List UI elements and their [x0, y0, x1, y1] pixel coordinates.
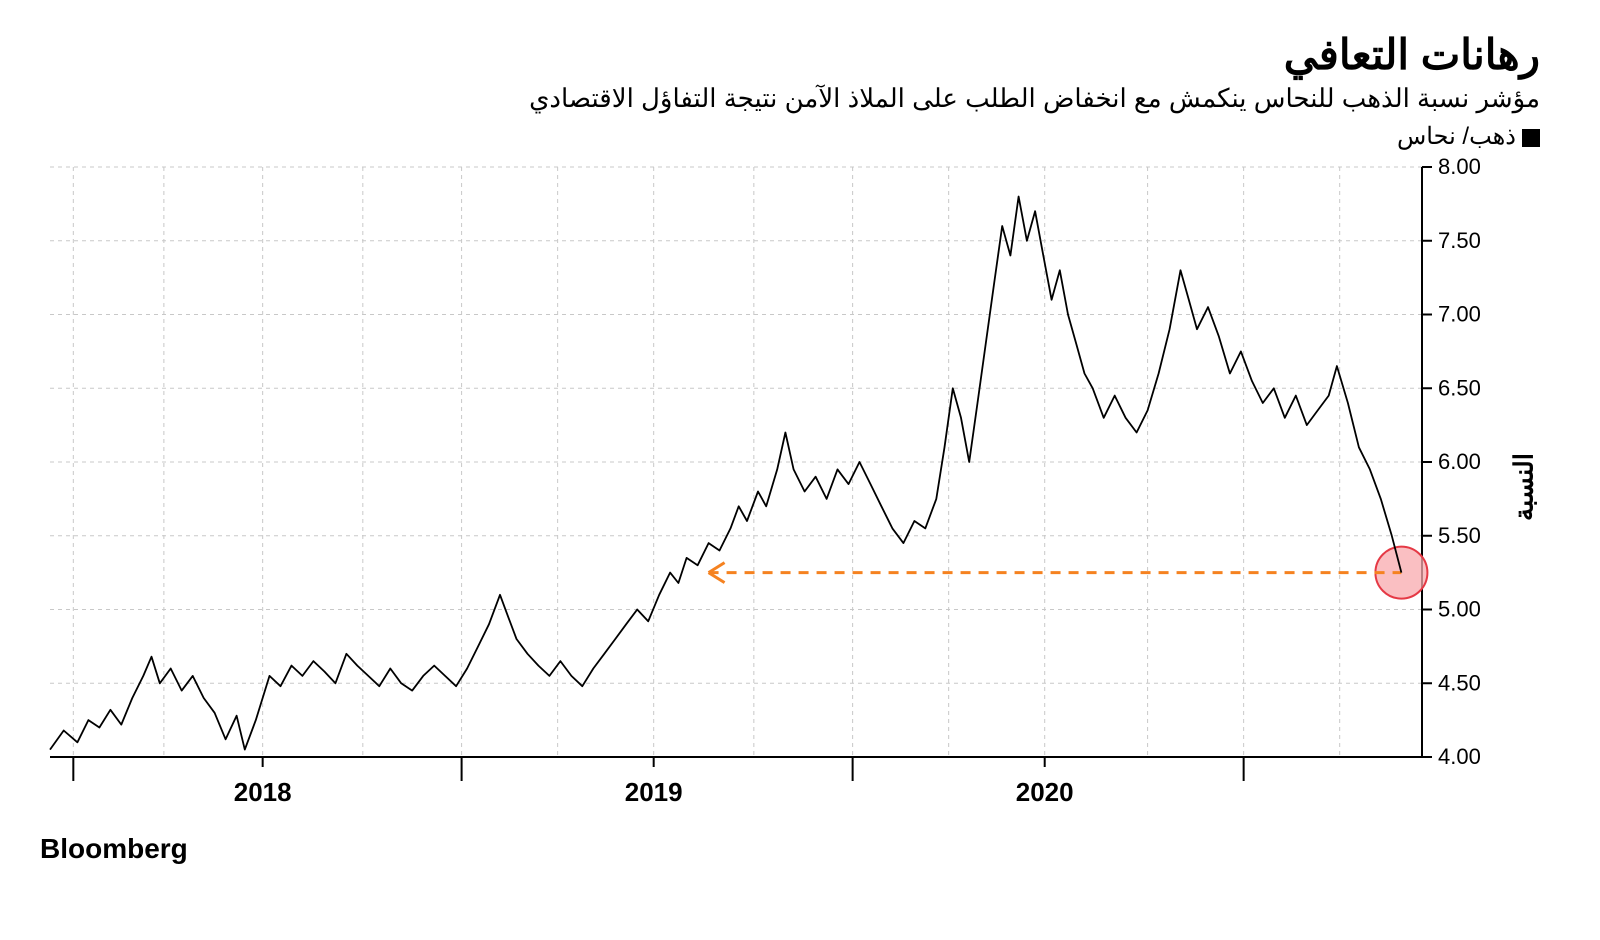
- chart-title: رهانات التعافي: [40, 30, 1540, 79]
- x-tick-label: 2019: [625, 777, 683, 807]
- y-tick-label: 5.00: [1438, 597, 1481, 622]
- legend-swatch: [1522, 129, 1540, 147]
- y-tick-label: 6.50: [1438, 375, 1481, 400]
- chart-area: 4.00 4.50 5.00 5.50 6.00 6.50 7.00 7.50 8.00 2018…: [40, 157, 1540, 817]
- chart-source: Bloomberg: [40, 833, 1540, 865]
- y-tick-label: 8.00: [1438, 157, 1481, 179]
- y-tick-label: 6.00: [1438, 449, 1481, 474]
- y-axis-title: النسبة: [1509, 453, 1540, 521]
- chart-header: رهانات التعافي مؤشر نسبة الذهب للنحاس ين…: [40, 30, 1540, 114]
- chart-svg: 4.00 4.50 5.00 5.50 6.00 6.50 7.00 7.50 8.00 2018…: [40, 157, 1540, 817]
- chart-subtitle: مؤشر نسبة الذهب للنحاس ينكمش مع انخفاض ا…: [40, 83, 1540, 114]
- y-tick-label: 4.50: [1438, 670, 1481, 695]
- x-tick-label: 2018: [234, 777, 292, 807]
- chart-legend: ذهب/ نحاس: [40, 122, 1540, 151]
- legend-label: ذهب/ نحاس: [1397, 123, 1516, 150]
- y-tick-label: 7.50: [1438, 228, 1481, 253]
- x-tick-label: 2020: [1016, 777, 1074, 807]
- y-tick-label: 4.00: [1438, 744, 1481, 769]
- series-line: [50, 197, 1401, 750]
- y-tick-label: 5.50: [1438, 523, 1481, 548]
- y-tick-label: 7.00: [1438, 302, 1481, 327]
